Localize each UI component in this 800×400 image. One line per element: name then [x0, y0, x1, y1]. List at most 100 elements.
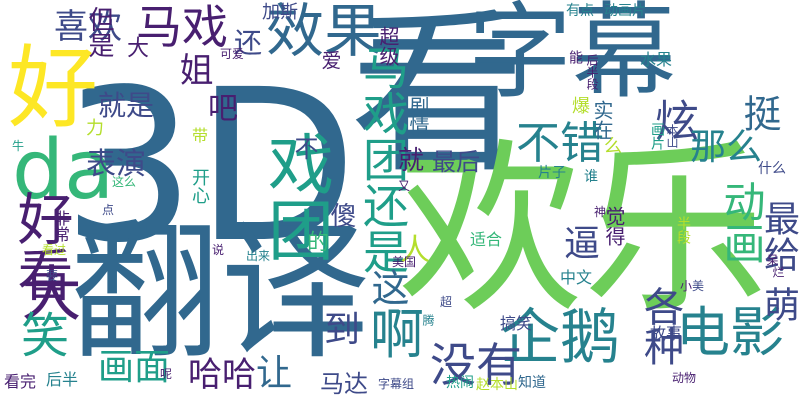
word-cloud-word: 超 — [440, 295, 453, 309]
word-cloud-word: 热闹 — [446, 375, 474, 391]
word-cloud-word: 适合 — [470, 230, 503, 249]
word-cloud-word: 力 — [86, 118, 104, 139]
word-cloud-word: 赵本山 — [476, 377, 518, 393]
word-cloud-word: 又 — [398, 179, 411, 193]
word-cloud-word: 呢 — [160, 367, 173, 381]
word-cloud-word: 剧情 — [406, 96, 430, 136]
word-cloud-word: 挺 — [737, 94, 781, 132]
word-cloud-word: 不 — [290, 136, 318, 160]
word-cloud-word: 姐 — [173, 52, 213, 86]
word-cloud-word: 企鹅 — [500, 303, 620, 373]
word-cloud-word: 喜欢 — [54, 7, 122, 47]
word-cloud-word: 觉得 — [602, 206, 626, 246]
word-cloud-word: 欢乐 — [398, 122, 768, 338]
word-cloud-word: 3D — [62, 44, 358, 289]
word-cloud-word: 看过 — [42, 243, 67, 257]
word-cloud-word: 最后 — [432, 148, 480, 176]
word-cloud-word: 到 — [318, 310, 359, 346]
word-cloud-word: 开心 — [189, 168, 210, 204]
word-cloud-word: 么 — [604, 136, 622, 157]
word-cloud-word: 画面 — [98, 347, 171, 388]
word-cloud-word: 最给 — [758, 200, 799, 272]
word-cloud-word: 好看 — [8, 190, 73, 302]
word-cloud-word: 马戏 — [136, 0, 228, 54]
word-cloud-word: 就 — [398, 146, 425, 176]
word-cloud-word: 带 — [192, 126, 209, 145]
word-cloud-word: 没有 — [430, 338, 522, 392]
word-cloud-word: 哈哈 — [188, 355, 256, 395]
word-cloud-word: 后半 — [46, 370, 79, 389]
word-cloud-word: 表演 — [86, 147, 146, 182]
word-cloud-word: 爆 — [572, 96, 590, 117]
word-cloud-word: 的 — [303, 230, 328, 252]
word-cloud-word: 小 — [680, 279, 693, 293]
word-cloud-word: 啊 — [370, 303, 424, 366]
word-cloud-word: 超级 — [376, 26, 400, 66]
word-cloud-word: 那么 — [690, 127, 763, 168]
word-cloud-word: 逼 — [558, 224, 599, 260]
word-cloud-word: 搞笑 — [500, 314, 533, 333]
word-cloud-word: 美国 — [392, 255, 417, 269]
word-cloud-word: 马达 — [320, 370, 368, 398]
word-cloud-word: 能 — [567, 50, 583, 64]
word-cloud-word: 不错 — [516, 118, 604, 169]
word-cloud-word: 出来 — [246, 249, 271, 263]
word-cloud-word: 吧 — [202, 92, 237, 122]
word-cloud-word: 后半段 — [585, 54, 599, 90]
word-cloud-word: 腾 — [421, 314, 435, 326]
word-cloud-word: 字幕组 — [378, 377, 415, 391]
word-cloud-word: 人 — [400, 233, 430, 268]
word-cloud-word: 萌 — [758, 286, 799, 322]
word-cloud-word: 水果 — [640, 50, 673, 69]
word-cloud-word: 戏团 — [257, 130, 334, 262]
word-cloud-word: 半段 — [675, 216, 691, 244]
word-cloud-word: 实在 — [590, 100, 614, 140]
word-cloud-word: 非常 — [51, 210, 70, 242]
word-cloud-word: 加斯 — [262, 2, 298, 23]
word-cloud-word: 看 — [350, 0, 525, 197]
word-cloud-word: 爱 — [318, 50, 342, 70]
word-cloud-word: 笑 — [12, 310, 68, 358]
word-cloud-word: 说 — [212, 243, 225, 257]
word-cloud-word: 本山 — [665, 124, 679, 148]
word-cloud-word: 字幕 — [468, 0, 677, 113]
word-cloud-word: 牛 — [12, 139, 25, 153]
word-cloud-word: 神 — [594, 205, 607, 219]
word-cloud-word: 有点 — [566, 3, 594, 19]
word-cloud-word: 要 — [46, 269, 59, 283]
word-cloud-word: 各种 — [637, 286, 683, 366]
word-cloud-word: 这 — [365, 268, 409, 306]
word-cloud-word: 什么 — [758, 161, 786, 177]
word-cloud-word: 炫 — [647, 98, 698, 142]
word-cloud-word: da — [12, 123, 115, 218]
word-cloud-word: 动画 — [717, 180, 766, 264]
word-cloud-word: 中文 — [560, 268, 593, 287]
word-cloud-word: 呆 — [765, 254, 779, 266]
word-cloud-word: 画片 — [649, 122, 665, 150]
word-cloud-word: 动画片 — [604, 3, 646, 19]
word-cloud-word: 故事 — [650, 324, 683, 343]
word-cloud-word: 烂 — [771, 266, 785, 278]
word-cloud-word: 大 — [11, 262, 81, 322]
word-cloud-word: 可爱 — [220, 47, 245, 61]
word-cloud-word: 还 — [230, 28, 263, 56]
word-cloud-word: 看完 — [4, 372, 37, 391]
word-cloud-word: 美 — [692, 279, 705, 293]
word-cloud-word: 动物 — [672, 371, 697, 385]
word-cloud-word: 好 — [8, 36, 98, 141]
word-cloud-word: 电影 — [676, 301, 784, 364]
word-cloud-word: 点 — [102, 203, 115, 217]
word-cloud-word: 傻 — [326, 202, 356, 228]
word-cloud-word: 就是 — [98, 89, 155, 122]
word-cloud-word: 知道 — [518, 375, 546, 391]
word-cloud-word: 片子 — [538, 165, 566, 181]
word-cloud-word: 谁 — [584, 169, 598, 185]
word-cloud-word: 效果 — [266, 0, 383, 65]
word-cloud-word: 大 — [123, 36, 148, 58]
word-cloud-word: 翻译 — [70, 206, 371, 380]
word-cloud-word: 马戏团还是 — [356, 44, 410, 274]
word-cloud-word: 这么 — [112, 175, 137, 189]
word-cloud-word: 但是 — [84, 6, 114, 58]
word-cloud-word: 让 — [256, 353, 293, 394]
